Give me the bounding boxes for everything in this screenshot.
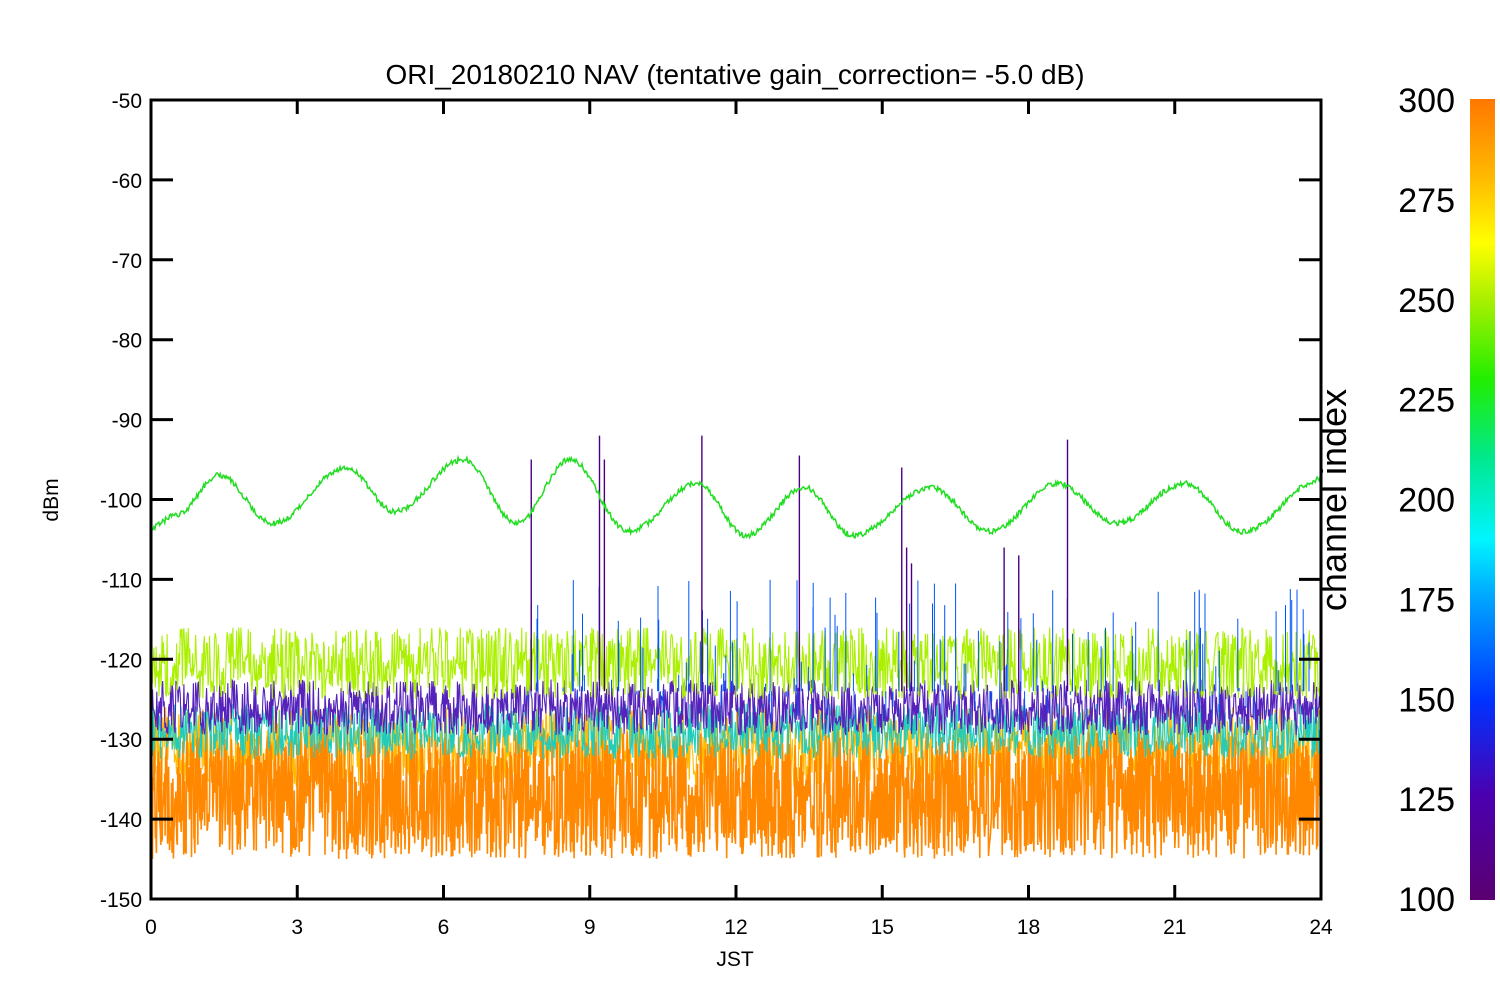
colorbar-tick-label: 125 (1398, 781, 1455, 819)
colorbar-tick-label: 300 (1398, 82, 1455, 120)
y-tick-label: -90 (112, 410, 142, 433)
colorbar-ticks: 100 125 150 175 200 225 250 275 300 (1398, 82, 1455, 919)
x-tick-label: 0 (145, 916, 157, 939)
x-tick-label: 15 (871, 916, 894, 939)
colorbar-tick-label: 150 (1398, 681, 1455, 719)
x-tick-label: 6 (438, 916, 450, 939)
colorbar-tick-label: 100 (1398, 881, 1455, 919)
y-tick-label: -150 (100, 889, 142, 912)
colorbar-tick-label: 250 (1398, 282, 1455, 320)
series-line-green (151, 454, 1321, 540)
x-tick-label: 18 (1017, 916, 1040, 939)
chart-title: ORI_20180210 NAV (tentative gain_correct… (385, 59, 1084, 90)
y-tick-label: -120 (100, 649, 142, 672)
y-tick-label: -110 (102, 569, 142, 592)
y-tick-label: -100 (100, 490, 142, 513)
colorbar (1470, 99, 1495, 900)
y-tick-label: -50 (112, 90, 142, 113)
y-tick-label: -140 (100, 809, 142, 832)
y-axis-label: dBm (40, 478, 63, 521)
plot-area (151, 435, 1321, 860)
colorbar-tick-label: 200 (1398, 482, 1455, 520)
colorbar-tick-label: 275 (1398, 182, 1455, 220)
y-tick-label: -130 (100, 729, 142, 752)
y-tick-label: -70 (112, 250, 142, 273)
x-tick-label: 21 (1163, 916, 1186, 939)
colorbar-tick-label: 175 (1398, 581, 1455, 619)
axis-ticks: 0 3 6 9 12 15 18 21 24 -50 -60 -70 -80 -90 -100 -110 -12… (100, 90, 1333, 939)
x-axis-label: JST (716, 948, 754, 971)
colorbar-label: channel index (1313, 389, 1354, 611)
noise-band-1 (151, 626, 1321, 700)
x-tick-label: 3 (291, 916, 303, 939)
colorbar-tick-label: 225 (1398, 382, 1455, 420)
x-tick-label: 9 (584, 916, 596, 939)
y-tick-label: -60 (112, 170, 142, 193)
x-tick-label: 12 (724, 916, 747, 939)
x-tick-label: 24 (1309, 916, 1333, 939)
y-tick-label: -80 (112, 330, 142, 353)
noise-band-2 (151, 678, 1321, 737)
